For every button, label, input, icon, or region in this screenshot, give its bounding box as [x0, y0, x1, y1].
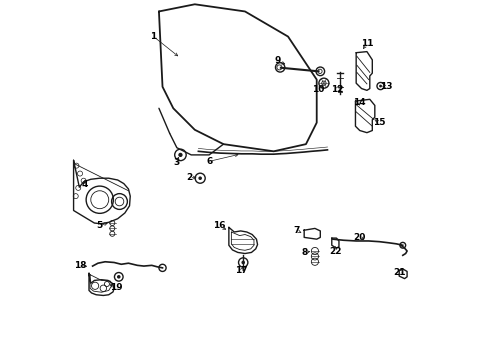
Text: 11: 11: [361, 39, 373, 48]
Text: 7: 7: [294, 226, 300, 235]
Circle shape: [379, 85, 382, 87]
Circle shape: [242, 261, 245, 264]
Text: 13: 13: [380, 82, 393, 91]
Text: 17: 17: [235, 266, 248, 275]
Text: 19: 19: [110, 283, 122, 292]
Circle shape: [198, 176, 202, 180]
Text: 18: 18: [74, 261, 86, 270]
Circle shape: [117, 275, 121, 279]
Text: 14: 14: [353, 98, 366, 107]
Text: 3: 3: [173, 158, 179, 167]
Circle shape: [178, 153, 183, 157]
Text: 6: 6: [206, 157, 212, 166]
Text: 21: 21: [393, 268, 406, 277]
Text: 1: 1: [150, 32, 157, 41]
Text: 2: 2: [186, 173, 193, 182]
Text: 10: 10: [312, 85, 325, 94]
Text: 5: 5: [97, 221, 103, 230]
Text: 22: 22: [329, 247, 342, 256]
Text: 16: 16: [213, 221, 225, 230]
Text: 15: 15: [373, 118, 386, 127]
Text: 8: 8: [301, 248, 307, 257]
Text: 12: 12: [331, 85, 344, 94]
Text: 20: 20: [354, 233, 366, 242]
Text: 4: 4: [81, 180, 88, 189]
Text: 9: 9: [274, 57, 280, 66]
